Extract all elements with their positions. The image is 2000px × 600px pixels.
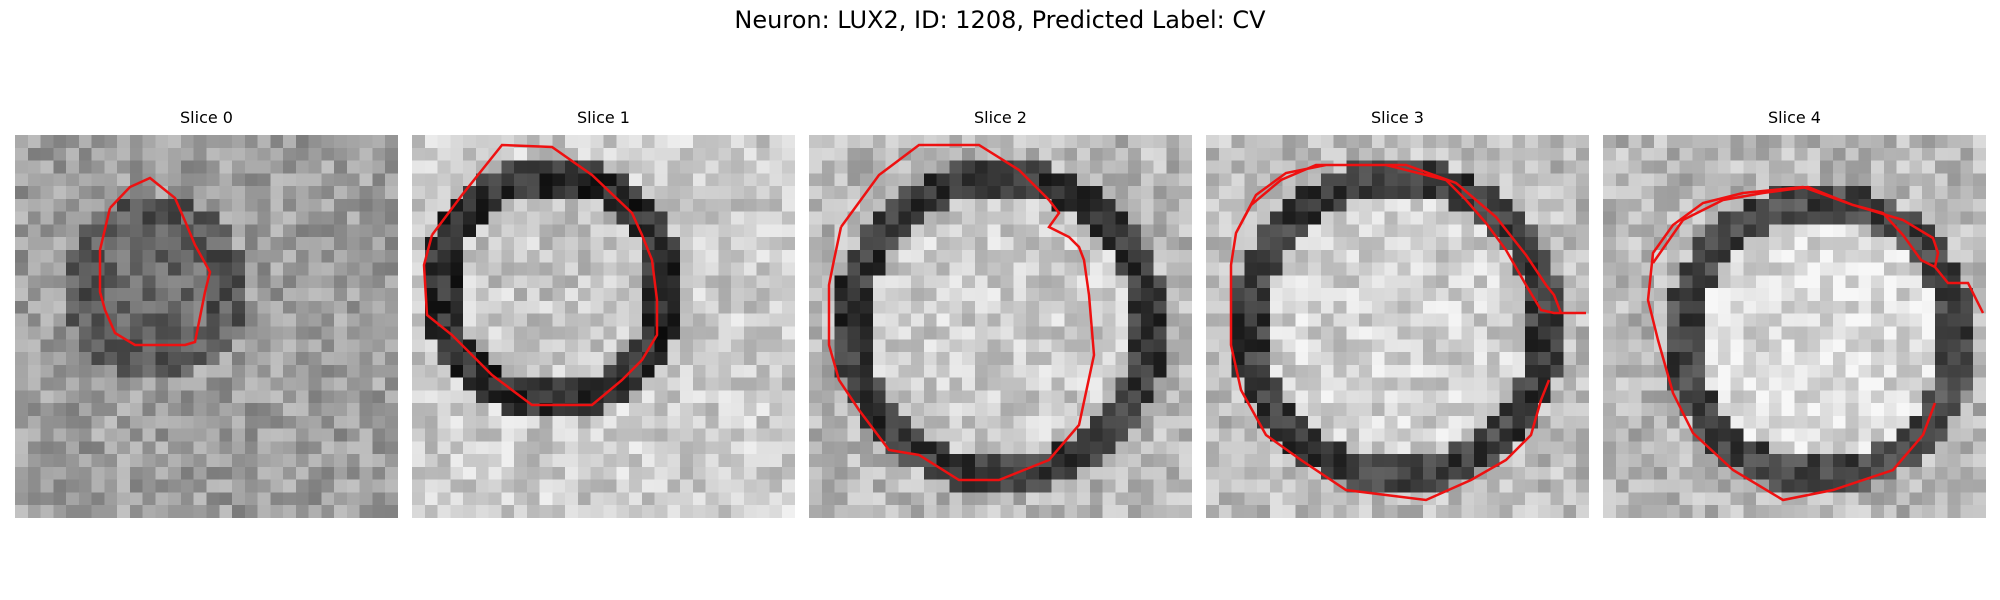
slice-0-image (15, 135, 398, 518)
slice-4-contour (1646, 185, 1985, 502)
slice-3-contour (1229, 163, 1586, 502)
slice-1-image (412, 135, 795, 518)
slice-3-image (1206, 135, 1589, 518)
slice-3-contour-line (1229, 163, 1586, 502)
slice-4-pixels (1603, 135, 1986, 518)
figure-title: Neuron: LUX2, ID: 1208, Predicted Label:… (734, 6, 1266, 34)
slice-1-contour-line (422, 143, 659, 407)
slice-2-contour-line (827, 143, 1096, 482)
slice-0-contour-line (98, 176, 212, 347)
slice-4-contour-line (1646, 185, 1985, 502)
slice-4-image (1603, 135, 1986, 518)
slice-2-image (809, 135, 1192, 518)
slice-1-contour (422, 143, 659, 407)
slice-0-pixels (15, 135, 398, 518)
slice-0-contour (98, 176, 212, 347)
slice-2-title: Slice 2 (974, 108, 1027, 127)
slice-1-pixels (412, 135, 795, 518)
slice-0-title: Slice 0 (180, 108, 233, 127)
slice-4-title: Slice 4 (1768, 108, 1821, 127)
slice-2-pixels (809, 135, 1192, 518)
slice-2-contour (827, 143, 1096, 482)
slice-3-title: Slice 3 (1371, 108, 1424, 127)
slice-1-title: Slice 1 (577, 108, 630, 127)
